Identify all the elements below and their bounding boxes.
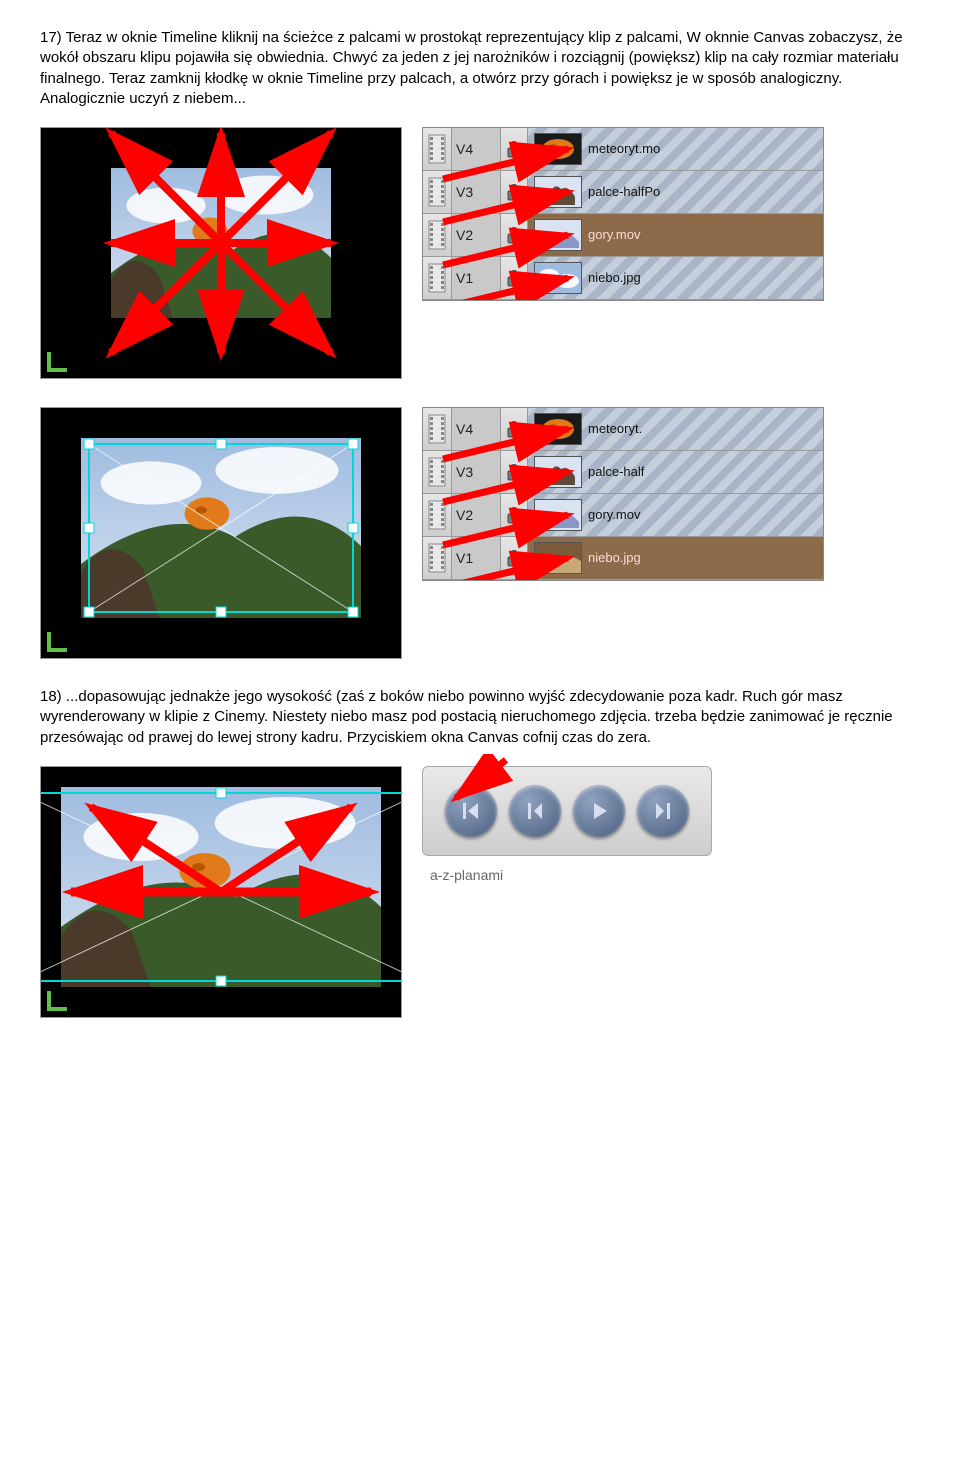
goto-start-button[interactable] — [445, 785, 497, 837]
clip-label: gory.mov — [588, 506, 641, 524]
track-label: V2 — [452, 226, 500, 245]
track-label: V4 — [452, 140, 500, 159]
track-row: V3 palce-halfPo — [423, 171, 823, 214]
track-label: V4 — [452, 420, 500, 439]
filmstrip-icon — [423, 171, 452, 213]
filmstrip-icon — [423, 128, 452, 170]
clip-cell[interactable]: palce-half — [528, 451, 823, 493]
track-row: V2 gory.mov — [423, 214, 823, 257]
track-row: V3 palce-half — [423, 451, 823, 494]
track-label: V3 — [452, 183, 500, 202]
filmstrip-icon — [423, 451, 452, 493]
filmstrip-icon — [423, 408, 452, 450]
clip-thumb — [534, 499, 582, 531]
clip-cell[interactable]: meteoryt.mo — [528, 128, 823, 170]
clip-label: palce-halfPo — [588, 183, 660, 201]
clip-label: niebo.jpg — [588, 269, 641, 287]
clip-thumb — [534, 262, 582, 294]
clip-cell[interactable]: meteoryt. — [528, 408, 823, 450]
track-row: V4 meteoryt. — [423, 408, 823, 451]
track-row: V4 meteoryt.mo — [423, 128, 823, 171]
clip-thumb — [534, 456, 582, 488]
clip-label: niebo.jpg — [588, 549, 641, 567]
transport-controls — [422, 766, 712, 856]
filmstrip-icon — [423, 214, 452, 256]
clip-cell[interactable]: gory.mov — [528, 214, 823, 256]
canvas-preview-2 — [40, 407, 402, 659]
timeline-tracklist-1: V4 meteoryt.mo V3 palce-halfPo V2 — [422, 127, 824, 301]
track-label: V2 — [452, 506, 500, 525]
clip-label: meteoryt. — [588, 420, 642, 438]
clip-thumb — [534, 542, 582, 574]
step-fwd-button[interactable] — [637, 785, 689, 837]
clip-thumb — [534, 219, 582, 251]
lock-toggle[interactable] — [500, 537, 528, 579]
track-row: V2 gory.mov — [423, 494, 823, 537]
clip-label: meteoryt.mo — [588, 140, 660, 158]
filmstrip-icon — [423, 494, 452, 536]
figure-row-1: V4 meteoryt.mo V3 palce-halfPo V2 — [40, 127, 920, 379]
clip-cell[interactable]: gory.mov — [528, 494, 823, 536]
clip-cell[interactable]: niebo.jpg — [528, 537, 823, 579]
timeline-tracklist-2: V4 meteoryt. V3 palce-half V2 — [422, 407, 824, 581]
filmstrip-icon — [423, 537, 452, 579]
canvas-preview-3 — [40, 766, 402, 1018]
lock-toggle[interactable] — [500, 257, 528, 299]
clip-cell[interactable]: palce-halfPo — [528, 171, 823, 213]
track-label: V3 — [452, 463, 500, 482]
canvas-preview-1 — [40, 127, 402, 379]
lock-toggle[interactable] — [500, 408, 528, 450]
clip-thumb — [534, 133, 582, 165]
figure-row-3: a-z-planami — [40, 766, 920, 1018]
clip-thumb — [534, 413, 582, 445]
step-back-button[interactable] — [509, 785, 561, 837]
lock-toggle[interactable] — [500, 128, 528, 170]
track-label: V1 — [452, 269, 500, 288]
figure-row-2: V4 meteoryt. V3 palce-half V2 — [40, 407, 920, 659]
step-17-text: 17) Teraz w oknie Timeline kliknij na śc… — [40, 28, 920, 109]
track-row: V1 niebo.jpg — [423, 257, 823, 300]
track-label: V1 — [452, 549, 500, 568]
lock-toggle[interactable] — [500, 214, 528, 256]
clip-cell[interactable]: niebo.jpg — [528, 257, 823, 299]
track-row: V1 niebo.jpg — [423, 537, 823, 580]
play-button[interactable] — [573, 785, 625, 837]
clip-thumb — [534, 176, 582, 208]
bottom-caption: a-z-planami — [422, 862, 712, 885]
lock-toggle[interactable] — [500, 171, 528, 213]
clip-label: gory.mov — [588, 226, 641, 244]
clip-label: palce-half — [588, 463, 644, 481]
lock-toggle[interactable] — [500, 451, 528, 493]
filmstrip-icon — [423, 257, 452, 299]
lock-toggle[interactable] — [500, 494, 528, 536]
step-18-text: 18) ...dopasowując jednakże jego wysokoś… — [40, 687, 920, 748]
